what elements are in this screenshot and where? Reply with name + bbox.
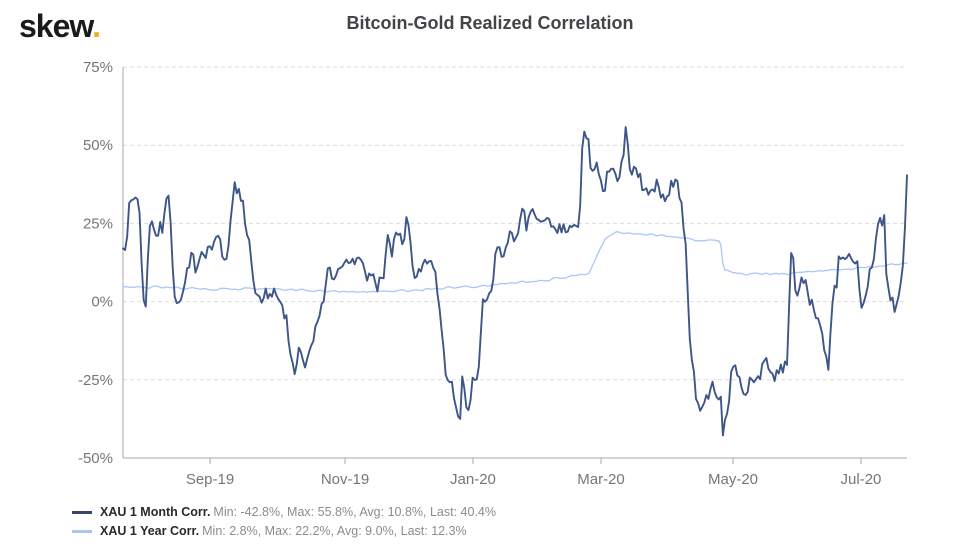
svg-text:75%: 75% — [83, 59, 113, 76]
svg-text:-50%: -50% — [78, 450, 113, 467]
svg-text:Mar-20: Mar-20 — [577, 471, 625, 488]
svg-text:May-20: May-20 — [708, 471, 758, 488]
svg-text:-25%: -25% — [78, 372, 113, 389]
svg-text:Jul-20: Jul-20 — [841, 471, 882, 488]
svg-text:Sep-19: Sep-19 — [186, 471, 234, 488]
svg-text:0%: 0% — [91, 294, 113, 311]
svg-text:25%: 25% — [83, 215, 113, 232]
svg-text:Jan-20: Jan-20 — [450, 471, 496, 488]
svg-text:Nov-19: Nov-19 — [321, 471, 369, 488]
svg-text:50%: 50% — [83, 137, 113, 154]
